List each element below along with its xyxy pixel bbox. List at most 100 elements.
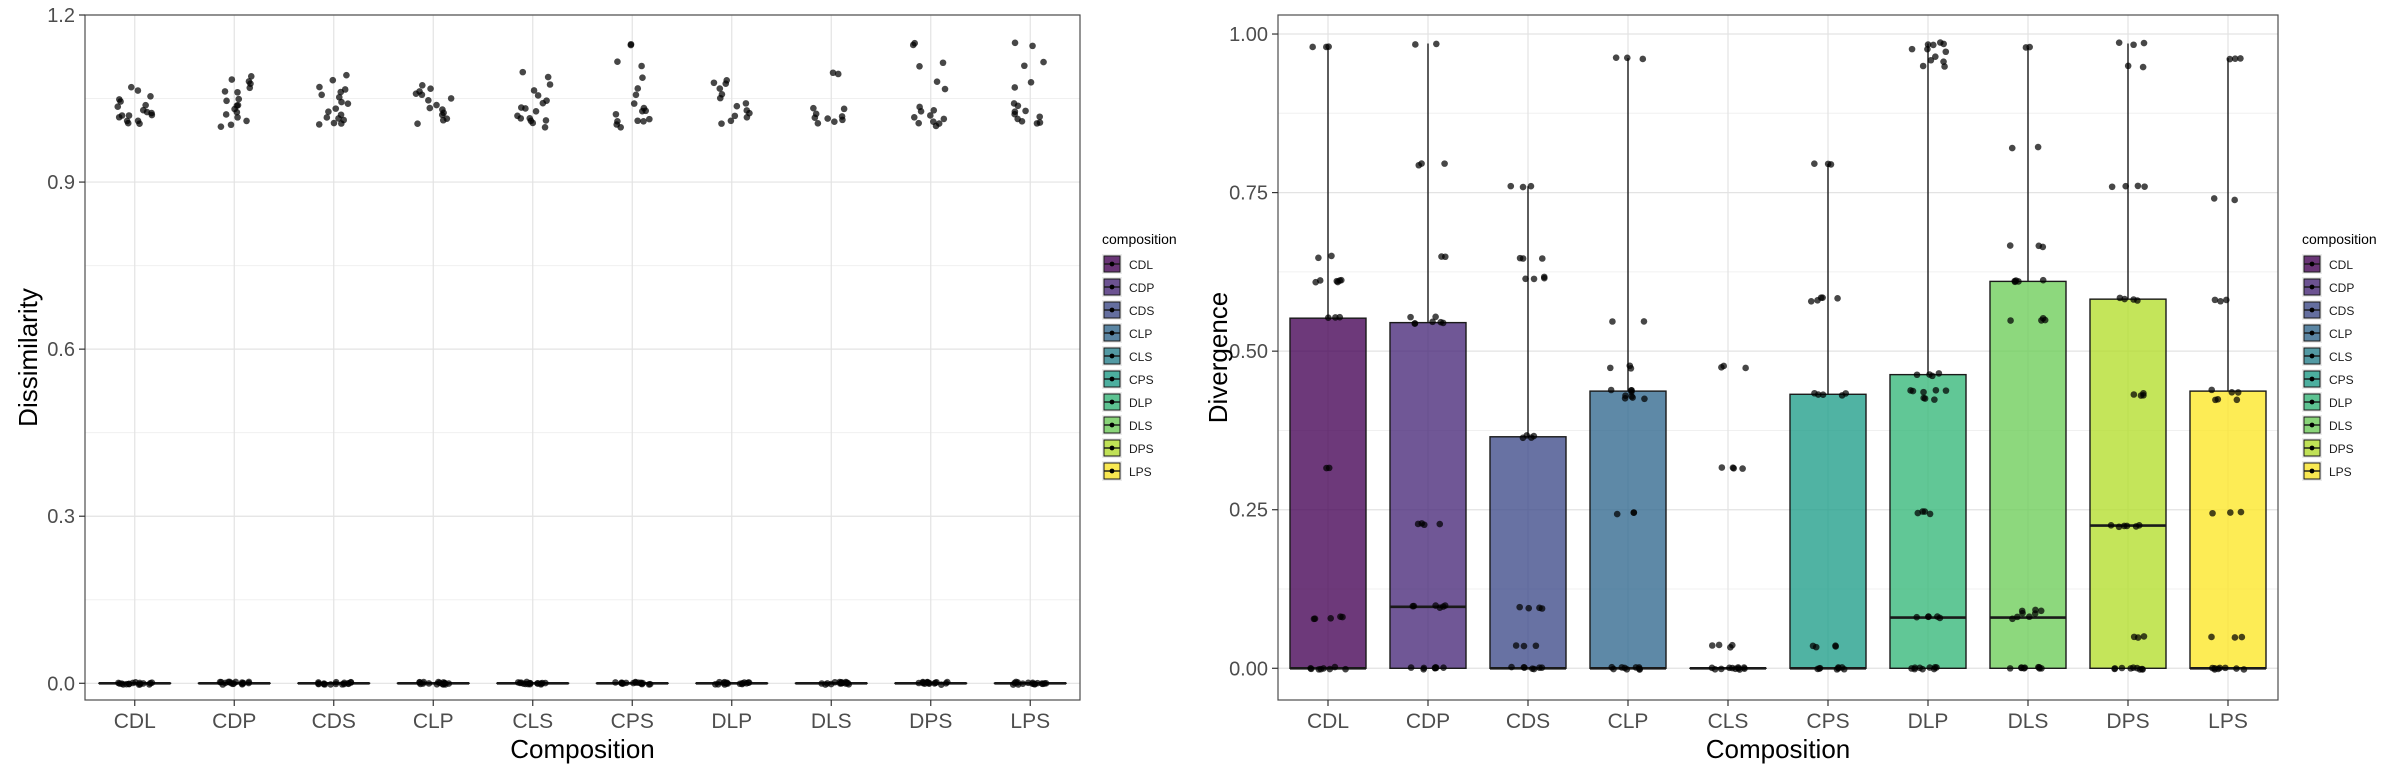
data-point bbox=[1420, 666, 1427, 673]
data-point bbox=[2231, 197, 2238, 204]
data-point bbox=[1943, 387, 1950, 394]
box-DLP bbox=[1890, 375, 1966, 669]
x-axis-title: Composition bbox=[1706, 734, 1851, 764]
data-point bbox=[228, 121, 235, 128]
data-point bbox=[123, 681, 130, 688]
data-point bbox=[324, 114, 331, 121]
data-point bbox=[2241, 666, 2248, 673]
data-point bbox=[732, 113, 739, 120]
data-point bbox=[2040, 244, 2047, 251]
data-point bbox=[2124, 523, 2131, 530]
data-point bbox=[1720, 363, 1727, 370]
legend-swatch-point bbox=[2310, 331, 2315, 336]
data-point bbox=[1315, 255, 1322, 262]
legend-swatch-point bbox=[2310, 377, 2315, 382]
data-point bbox=[1609, 318, 1616, 325]
data-point bbox=[318, 91, 325, 98]
data-point bbox=[1418, 160, 1425, 167]
data-point bbox=[1811, 160, 1818, 167]
data-point bbox=[1522, 275, 1529, 282]
data-point bbox=[1513, 642, 1520, 649]
legend-label-CDS: CDS bbox=[1129, 304, 1154, 318]
data-point bbox=[2038, 607, 2045, 614]
data-point bbox=[1607, 365, 1614, 372]
data-point bbox=[618, 680, 625, 687]
box-LPS bbox=[2190, 391, 2266, 668]
x-tick-label: CDP bbox=[212, 710, 256, 733]
data-point bbox=[1940, 58, 1947, 65]
legend-label-CDL: CDL bbox=[2329, 258, 2353, 272]
data-point bbox=[1328, 253, 1335, 260]
data-point bbox=[234, 89, 241, 96]
data-point bbox=[1437, 319, 1444, 326]
legend-label-DLP: DLP bbox=[2329, 396, 2352, 410]
data-point bbox=[420, 679, 427, 686]
data-point bbox=[1920, 63, 1927, 70]
x-tick-label: DLP bbox=[711, 710, 752, 733]
data-point bbox=[235, 96, 242, 103]
data-point bbox=[1628, 387, 1635, 394]
data-point bbox=[1507, 183, 1514, 190]
data-point bbox=[1628, 365, 1635, 372]
data-point bbox=[638, 63, 645, 70]
data-point bbox=[646, 116, 653, 123]
data-point bbox=[433, 102, 440, 109]
data-point bbox=[2112, 665, 2119, 672]
data-point bbox=[612, 679, 619, 686]
data-point bbox=[1520, 184, 1527, 191]
data-point bbox=[518, 104, 525, 111]
box-CDP bbox=[1390, 323, 1466, 669]
x-tick-label: CDL bbox=[114, 710, 156, 733]
data-point bbox=[2208, 387, 2215, 394]
data-point bbox=[316, 121, 323, 128]
data-point bbox=[1332, 314, 1339, 321]
data-point bbox=[2125, 63, 2132, 70]
data-point bbox=[2007, 665, 2014, 672]
data-point bbox=[2217, 298, 2224, 305]
x-tick-label: DPS bbox=[2106, 710, 2149, 733]
data-point bbox=[2007, 242, 2014, 249]
data-point bbox=[2019, 608, 2026, 615]
data-point bbox=[631, 100, 638, 107]
data-point bbox=[2227, 509, 2234, 516]
y-tick-label: 0.75 bbox=[1229, 183, 1268, 205]
data-point bbox=[1920, 395, 1927, 402]
data-point bbox=[1835, 664, 1842, 671]
y-tick-label: 1.2 bbox=[47, 5, 75, 27]
data-point bbox=[1032, 681, 1039, 688]
data-point bbox=[2122, 183, 2129, 190]
data-point bbox=[1934, 613, 1941, 620]
data-point bbox=[2116, 39, 2123, 46]
data-point bbox=[1412, 41, 1419, 48]
data-point bbox=[1820, 391, 1827, 398]
data-point bbox=[739, 681, 746, 688]
data-point bbox=[634, 117, 641, 124]
data-point bbox=[916, 104, 923, 111]
x-tick-label: LPS bbox=[1010, 710, 1050, 733]
legend-label-DLS: DLS bbox=[2329, 419, 2352, 433]
data-point bbox=[628, 42, 635, 49]
data-point bbox=[734, 103, 741, 110]
data-point bbox=[527, 681, 534, 688]
data-point bbox=[1613, 54, 1620, 61]
data-point bbox=[2233, 665, 2240, 672]
data-point bbox=[2140, 64, 2147, 71]
data-point bbox=[1528, 183, 1535, 190]
data-point bbox=[1441, 160, 1448, 167]
data-point bbox=[1327, 615, 1334, 622]
data-point bbox=[316, 84, 323, 91]
data-point bbox=[147, 93, 154, 100]
legend-label-CPS: CPS bbox=[1129, 373, 1154, 387]
data-point bbox=[1432, 602, 1439, 609]
data-point bbox=[720, 680, 727, 687]
data-point bbox=[1411, 603, 1418, 610]
data-point bbox=[333, 681, 340, 688]
data-point bbox=[1307, 665, 1314, 672]
data-point bbox=[813, 111, 820, 118]
data-point bbox=[126, 112, 133, 119]
legend-label-LPS: LPS bbox=[1129, 465, 1152, 479]
data-point bbox=[1533, 642, 1540, 649]
data-point bbox=[1525, 605, 1532, 612]
data-point bbox=[1811, 390, 1818, 397]
